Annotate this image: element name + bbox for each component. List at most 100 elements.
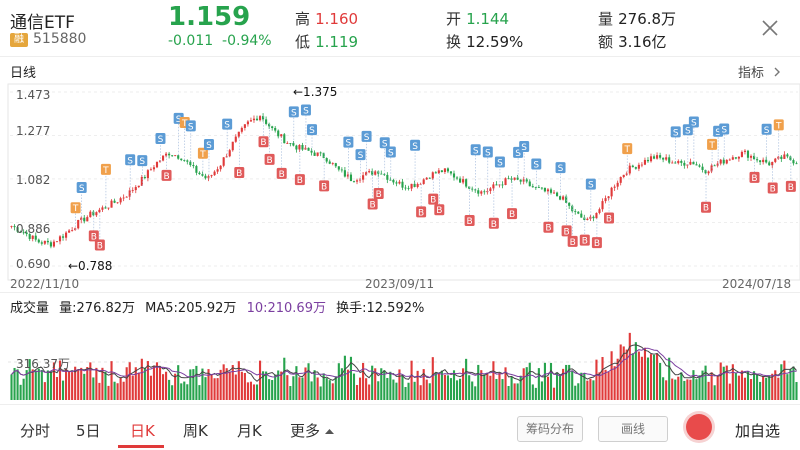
candle-body bbox=[152, 167, 156, 170]
candle-body bbox=[413, 183, 416, 187]
volume-bar bbox=[365, 378, 368, 400]
candle-body bbox=[740, 151, 743, 157]
signal-letter: S bbox=[176, 115, 182, 125]
volume-bar bbox=[310, 381, 313, 400]
candle-body bbox=[58, 236, 62, 242]
volume-bar bbox=[161, 374, 165, 400]
volume-bar bbox=[146, 361, 149, 400]
signal-letter: B bbox=[279, 170, 285, 180]
volume-bar bbox=[216, 378, 219, 400]
volume-ma5-line bbox=[11, 344, 797, 382]
candle-body bbox=[298, 144, 301, 150]
volume-bar bbox=[213, 378, 216, 400]
volume-bar bbox=[328, 380, 331, 400]
candle-body bbox=[268, 123, 271, 127]
candle-body bbox=[262, 116, 265, 120]
volume-bar bbox=[337, 363, 340, 400]
candle-body bbox=[386, 174, 389, 180]
candle-body bbox=[440, 170, 443, 172]
signal-badge-b bbox=[276, 167, 287, 179]
tab-intraday[interactable]: 分时 bbox=[20, 422, 51, 440]
candle-body bbox=[437, 170, 440, 174]
signal-badge-t bbox=[622, 143, 633, 155]
volume-bar bbox=[155, 362, 159, 400]
signal-letter: B bbox=[703, 204, 709, 214]
volume-bar bbox=[513, 383, 516, 400]
candle-body bbox=[540, 187, 543, 189]
candle-body bbox=[204, 175, 207, 179]
volume-bar bbox=[74, 366, 77, 400]
volume-bar bbox=[452, 370, 456, 400]
signal-badge-s bbox=[555, 162, 566, 174]
volume-bar bbox=[759, 381, 762, 400]
candle-body bbox=[128, 190, 131, 197]
volume-bar bbox=[68, 371, 71, 400]
volume-bar bbox=[465, 358, 468, 400]
add-favorite-button[interactable]: 加自选 bbox=[735, 422, 781, 440]
candle-body bbox=[443, 168, 446, 172]
chip-distribution-button[interactable]: 筹码分布 bbox=[517, 416, 583, 442]
candle-body bbox=[337, 166, 340, 170]
tab-5day[interactable]: 5日 bbox=[76, 422, 101, 440]
volume-bar bbox=[459, 378, 462, 400]
volume-bar bbox=[780, 364, 783, 400]
volume-bar bbox=[407, 382, 410, 400]
tab-weekly-k[interactable]: 周K bbox=[183, 422, 208, 440]
volume: 量 276.8万 bbox=[598, 8, 676, 29]
candle-body bbox=[74, 228, 77, 231]
volume-bar bbox=[149, 375, 152, 400]
candle-body bbox=[431, 172, 434, 179]
candle-body bbox=[125, 196, 128, 198]
candle-body bbox=[258, 116, 262, 121]
candle-body bbox=[552, 192, 556, 194]
volume-bar bbox=[431, 357, 434, 400]
volume-bar bbox=[128, 362, 131, 400]
candle-body bbox=[786, 154, 789, 157]
signal-badge-b bbox=[579, 234, 590, 246]
candle-body bbox=[274, 128, 277, 131]
signal-letter: S bbox=[485, 149, 491, 159]
signal-badge-b bbox=[319, 180, 330, 192]
candle-body bbox=[795, 163, 798, 165]
indicator-button[interactable]: 指标 bbox=[738, 62, 782, 81]
volume-bar bbox=[52, 362, 56, 400]
tab-more[interactable]: 更多 bbox=[290, 420, 334, 441]
volume-chart[interactable] bbox=[0, 318, 800, 402]
volume-bar bbox=[316, 377, 319, 400]
volume-bar bbox=[446, 375, 450, 400]
volume-bar bbox=[340, 368, 343, 400]
candle-body bbox=[346, 174, 349, 177]
candle-body bbox=[434, 172, 437, 174]
candle-body bbox=[725, 159, 728, 164]
volume-bar bbox=[574, 385, 577, 400]
volume-bar bbox=[504, 367, 507, 400]
volume-bar bbox=[116, 383, 119, 400]
volume-bar bbox=[598, 372, 601, 400]
chart-grid bbox=[10, 91, 798, 267]
candle-body bbox=[174, 155, 177, 157]
volume-bar bbox=[622, 346, 625, 400]
signal-letter: S bbox=[188, 122, 194, 132]
volume-bar bbox=[174, 373, 177, 400]
record-dot-button[interactable] bbox=[686, 414, 712, 440]
tab-monthly-k[interactable]: 月K bbox=[237, 422, 262, 440]
volume-bar bbox=[768, 375, 771, 400]
price-change: -0.011 -0.94% bbox=[168, 33, 272, 49]
draw-line-button[interactable]: 画线 bbox=[598, 416, 668, 442]
signal-letter: B bbox=[606, 215, 612, 225]
candle-body bbox=[286, 143, 289, 144]
close-button[interactable] bbox=[760, 18, 780, 38]
candle-body bbox=[137, 185, 140, 188]
volume-bar bbox=[377, 381, 380, 400]
candle-body bbox=[446, 168, 450, 172]
tab-daily-k[interactable]: 日K bbox=[130, 422, 155, 440]
candle-body bbox=[86, 217, 89, 222]
signal-letter: S bbox=[721, 125, 727, 135]
signal-badge-b bbox=[561, 225, 572, 237]
candle-body bbox=[792, 160, 795, 164]
volume-bar bbox=[371, 365, 374, 400]
volume-bar bbox=[101, 367, 104, 400]
volume-bar bbox=[740, 370, 743, 400]
